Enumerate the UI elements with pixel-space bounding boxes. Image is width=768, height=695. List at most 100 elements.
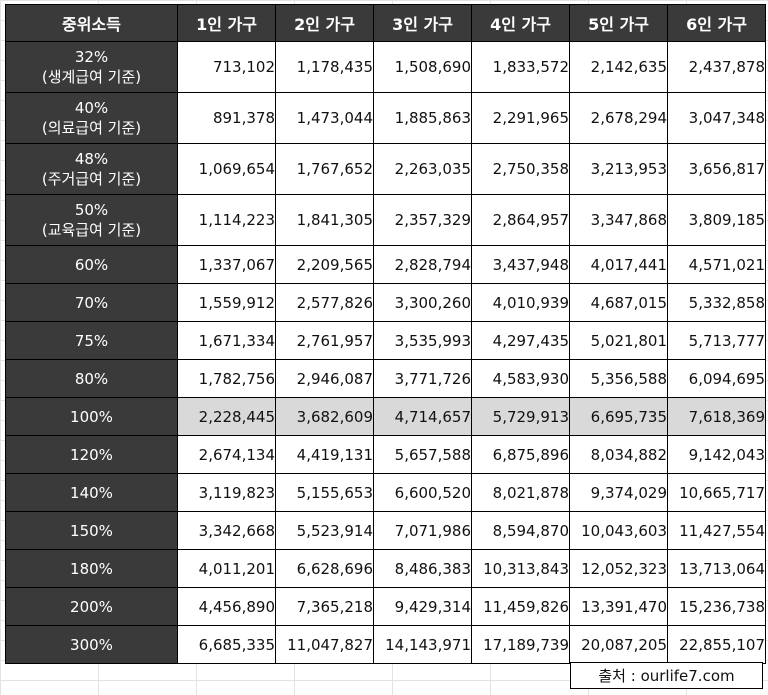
income-cell: 2,142,635 (569, 41, 668, 93)
income-cell: 14,143,971 (373, 625, 472, 664)
row-label-criteria: (생계급여 기준) (41, 68, 142, 86)
income-cell: 4,571,021 (667, 245, 766, 284)
table-row: 32% (생계급여 기준) 713,102 1,178,435 1,508,690 1,8… (5, 41, 766, 93)
income-cell: 1,069,654 (177, 143, 276, 195)
table-body: 32% (생계급여 기준) 713,102 1,178,435 1,508,690 1,8… (5, 41, 766, 664)
income-cell: 5,729,913 (471, 397, 570, 436)
row-label-percent: 80% (74, 369, 109, 388)
income-cell: 10,043,603 (569, 511, 668, 550)
income-cell: 2,263,035 (373, 143, 472, 195)
income-cell: 3,682,609 (275, 397, 374, 436)
row-label-percent: 140% (70, 483, 113, 502)
row-label-criteria: (주거급여 기준) (41, 170, 142, 188)
income-cell: 4,011,201 (177, 549, 276, 588)
income-cell: 1,841,305 (275, 194, 374, 246)
income-cell: 5,713,777 (667, 321, 766, 360)
income-cell: 5,657,588 (373, 435, 472, 474)
income-cell: 8,486,383 (373, 549, 472, 588)
row-label: 50% (교육급여 기준) (5, 194, 178, 246)
row-label-percent: 60% (74, 255, 109, 274)
income-cell: 20,087,205 (569, 625, 668, 664)
income-cell: 1,559,912 (177, 283, 276, 322)
row-label: 100% (5, 397, 178, 436)
income-cell: 11,459,826 (471, 587, 570, 626)
income-cell: 3,347,868 (569, 194, 668, 246)
income-cell: 3,656,817 (667, 143, 766, 195)
income-cell: 22,855,107 (667, 625, 766, 664)
income-cell: 4,297,435 (471, 321, 570, 360)
row-label: 300% (5, 625, 178, 664)
income-cell: 1,337,067 (177, 245, 276, 284)
table-row: 50% (교육급여 기준) 1,114,223 1,841,305 2,357,329 2… (5, 194, 766, 246)
income-cell: 6,685,335 (177, 625, 276, 664)
income-cell: 4,583,930 (471, 359, 570, 398)
table-row: 40% (의료급여 기준) 891,378 1,473,044 1,885,863 2,2… (5, 92, 766, 144)
income-cell: 8,021,878 (471, 473, 570, 512)
income-cell: 9,429,314 (373, 587, 472, 626)
income-cell: 6,695,735 (569, 397, 668, 436)
income-cell: 3,213,953 (569, 143, 668, 195)
header-5-person: 5인 가구 (569, 4, 668, 42)
income-cell: 2,750,358 (471, 143, 570, 195)
income-cell: 12,052,323 (569, 549, 668, 588)
row-label-percent: 100% (70, 407, 113, 426)
income-cell: 4,714,657 (373, 397, 472, 436)
row-label-percent: 150% (70, 521, 113, 540)
row-label-percent: 40% (74, 99, 109, 117)
income-cell: 11,427,554 (667, 511, 766, 550)
header-median-income: 중위소득 (5, 4, 178, 42)
income-cell: 6,094,695 (667, 359, 766, 398)
income-cell: 13,391,470 (569, 587, 668, 626)
income-cell: 6,628,696 (275, 549, 374, 588)
row-label: 150% (5, 511, 178, 550)
row-label-percent: 180% (70, 559, 113, 578)
income-cell: 3,119,823 (177, 473, 276, 512)
table-row: 150% 3,342,668 5,523,914 7,071,986 8,594,870… (5, 511, 766, 550)
income-cell: 2,209,565 (275, 245, 374, 284)
row-label: 40% (의료급여 기준) (5, 92, 178, 144)
income-cell: 7,365,218 (275, 587, 374, 626)
income-cell: 1,114,223 (177, 194, 276, 246)
row-label: 120% (5, 435, 178, 474)
income-cell: 5,523,914 (275, 511, 374, 550)
income-cell: 2,761,957 (275, 321, 374, 360)
income-cell: 1,508,690 (373, 41, 472, 93)
header-4-person: 4인 가구 (471, 4, 570, 42)
table-row: 100% 2,228,445 3,682,609 4,714,657 5,729,913… (5, 397, 766, 436)
income-cell: 7,618,369 (667, 397, 766, 436)
table-row: 70% 1,559,912 2,577,826 3,300,260 4,010,939 4… (5, 283, 766, 322)
income-cell: 1,782,756 (177, 359, 276, 398)
header-2-person: 2인 가구 (275, 4, 374, 42)
income-cell: 9,142,043 (667, 435, 766, 474)
income-cell: 713,102 (177, 41, 276, 93)
income-cell: 11,047,827 (275, 625, 374, 664)
income-cell: 2,864,957 (471, 194, 570, 246)
income-cell: 2,291,965 (471, 92, 570, 144)
income-cell: 2,674,134 (177, 435, 276, 474)
row-label: 75% (5, 321, 178, 360)
income-cell: 4,010,939 (471, 283, 570, 322)
income-cell: 3,047,348 (667, 92, 766, 144)
row-label-percent: 300% (70, 635, 113, 654)
row-label: 180% (5, 549, 178, 588)
row-label: 80% (5, 359, 178, 398)
row-label: 140% (5, 473, 178, 512)
income-cell: 1,885,863 (373, 92, 472, 144)
header-1-person: 1인 가구 (177, 4, 276, 42)
income-cell: 8,594,870 (471, 511, 570, 550)
income-cell: 1,767,652 (275, 143, 374, 195)
table-row: 48% (주거급여 기준) 1,069,654 1,767,652 2,263,035 2… (5, 143, 766, 195)
row-label: 70% (5, 283, 178, 322)
row-label-percent: 32% (74, 48, 109, 66)
income-cell: 3,300,260 (373, 283, 472, 322)
income-cell: 1,473,044 (275, 92, 374, 144)
income-cell: 3,535,993 (373, 321, 472, 360)
income-cell: 6,600,520 (373, 473, 472, 512)
income-cell: 9,374,029 (569, 473, 668, 512)
income-cell: 7,071,986 (373, 511, 472, 550)
income-cell: 5,332,858 (667, 283, 766, 322)
income-cell: 4,419,131 (275, 435, 374, 474)
income-cell: 5,021,801 (569, 321, 668, 360)
row-label: 48% (주거급여 기준) (5, 143, 178, 195)
table-row: 300% 6,685,335 11,047,827 14,143,971 17,189,… (5, 625, 766, 664)
